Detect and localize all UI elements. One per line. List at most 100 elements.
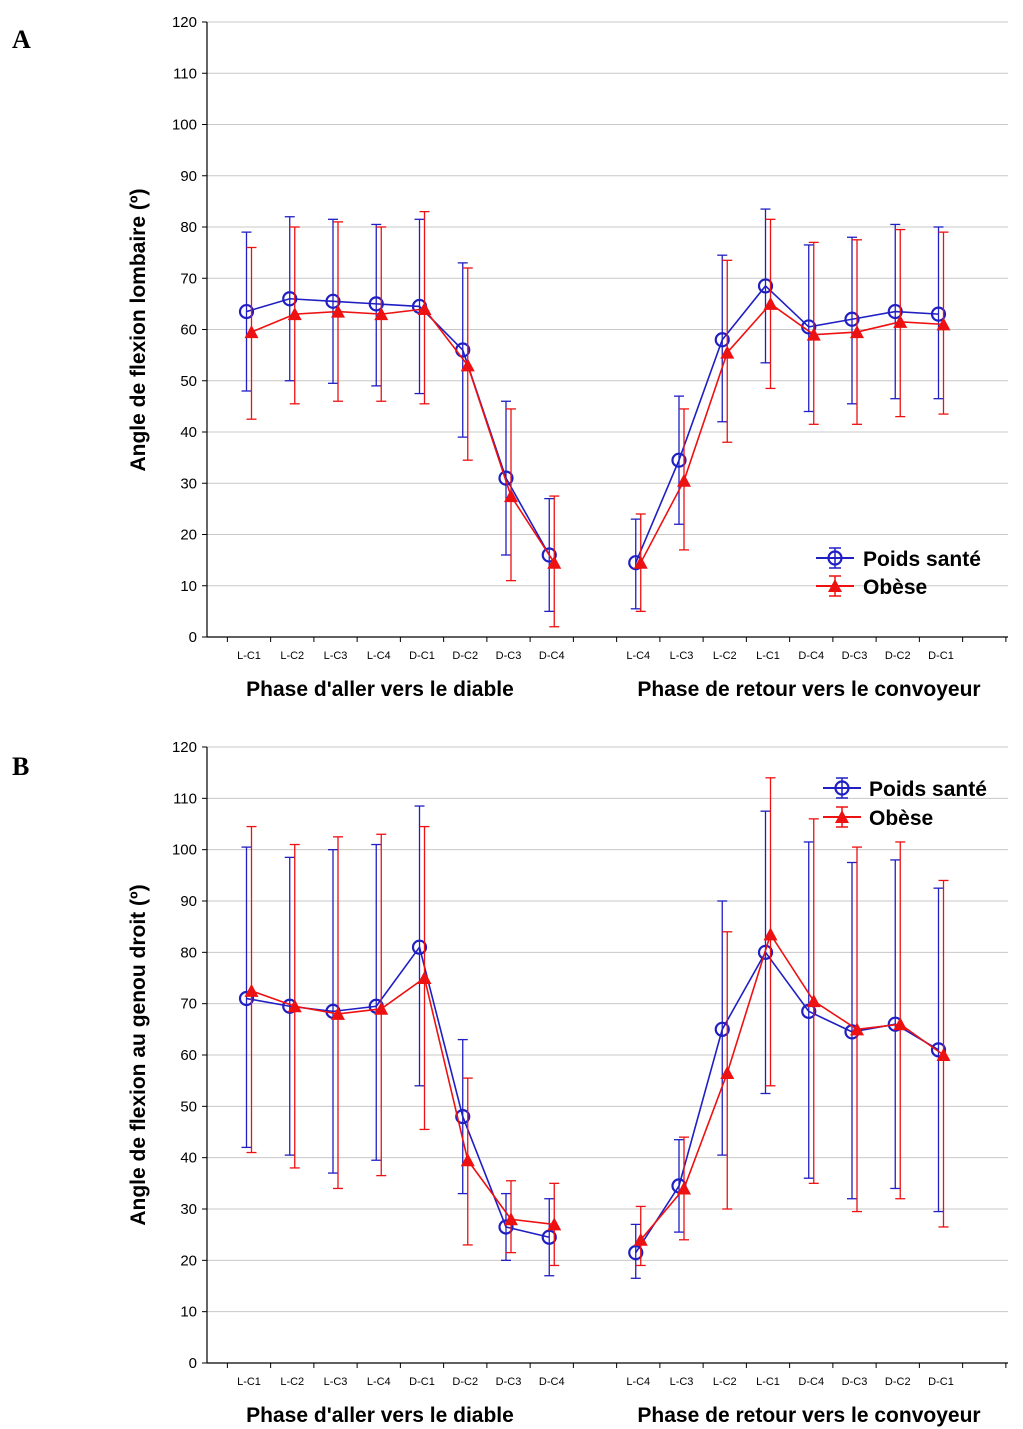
data-point (671, 452, 687, 468)
data-point (628, 1245, 644, 1261)
x-tick-label: D-C1 (928, 1376, 954, 1388)
x-tick-label: D-C3 (842, 1376, 868, 1388)
x-tick-label: D-C3 (496, 650, 522, 662)
phase-label-aller: Phase d'aller vers le diable (246, 1404, 514, 1427)
x-tick-label: L-C1 (756, 1376, 780, 1388)
x-tick-label: L-C3 (670, 650, 694, 662)
series-poids-sante (238, 208, 947, 613)
series-line (251, 308, 555, 564)
data-point (541, 547, 557, 563)
data-point (287, 307, 302, 321)
data-point (547, 1217, 562, 1231)
x-tick-label: L-C2 (280, 1376, 304, 1388)
data-point (930, 1042, 947, 1058)
x-tick-label: L-C4 (626, 1376, 650, 1388)
legend: Poids santé Obèse (823, 777, 987, 830)
data-point (541, 1229, 557, 1245)
data-point (806, 994, 821, 1008)
legend-item-poids-sante: Poids santé (823, 777, 987, 801)
y-axis-label: Angle de flexion lombaire (º) (127, 188, 150, 471)
data-point (893, 1017, 908, 1031)
y-tick-label: 90 (180, 168, 197, 185)
x-tick-label: D-C4 (798, 1376, 824, 1388)
x-tick-label: L-C1 (237, 1376, 261, 1388)
x-tick-label: L-C4 (367, 1376, 391, 1388)
data-point (325, 293, 341, 309)
data-point (238, 990, 255, 1007)
legend-item-poids-sante: Poids santé (816, 547, 981, 571)
x-tick-label: D-C1 (409, 650, 435, 662)
y-tick-label: 10 (180, 578, 197, 595)
legend: Poids santé Obèse (816, 547, 981, 599)
data-point (417, 302, 432, 315)
phase-label-retour: Phase de retour vers le convoyeur (637, 1404, 980, 1427)
y-tick-label: 50 (180, 373, 197, 390)
panel-b: B 0 10 20 30 40 50 60 70 80 90 100 110 120 L-C1 L-C2 L… (12, 739, 1008, 1427)
y-tick-label: 20 (180, 1252, 197, 1269)
series-obese (244, 210, 951, 628)
panel-letter: B (12, 752, 29, 781)
data-point (331, 1006, 345, 1020)
legend-label-obese: Obèse (863, 576, 927, 599)
data-point (287, 999, 302, 1013)
data-point (411, 939, 428, 955)
data-point (374, 1001, 389, 1015)
legend-item-obese: Obèse (816, 575, 927, 599)
series-poids-sante (238, 805, 947, 1279)
series-line (246, 297, 550, 556)
y-tick-label: 70 (180, 270, 197, 287)
data-point (844, 311, 860, 327)
data-point (763, 296, 778, 310)
data-point (455, 1108, 471, 1125)
data-point (757, 944, 774, 960)
series-line (635, 284, 939, 563)
data-point (714, 1021, 730, 1037)
y-tick-label: 60 (180, 322, 197, 339)
data-point (460, 1153, 475, 1167)
y-tick-label: 40 (180, 424, 197, 441)
x-tick-label: D-C4 (539, 650, 565, 662)
x-tick-label: L-C3 (324, 650, 348, 662)
x-tick-label: D-C3 (496, 1376, 522, 1388)
legend-label-poids-sante: Poids santé (869, 778, 987, 801)
x-tick-label: D-C3 (842, 650, 868, 662)
data-point (936, 1048, 951, 1061)
x-tick-label: D-C2 (452, 1376, 478, 1388)
x-tick-label: L-C3 (324, 1376, 348, 1388)
y-axis-label: Angle de flexion au genou droit (º) (127, 884, 150, 1225)
x-tick-label: D-C4 (798, 650, 824, 662)
legend-label-poids-sante: Poids santé (863, 548, 981, 571)
legend-label-obese: Obèse (869, 807, 933, 830)
data-point (331, 304, 345, 318)
data-point (498, 1219, 514, 1235)
data-point (460, 358, 475, 372)
data-point (282, 291, 298, 307)
series-line (640, 302, 944, 564)
y-tick-label: 110 (173, 790, 197, 807)
y-tick-label: 0 (189, 629, 197, 646)
y-tick-label: 120 (172, 739, 197, 756)
data-point (930, 306, 947, 322)
data-point (720, 1065, 735, 1079)
data-point (893, 314, 908, 328)
y-tick-label: 30 (180, 475, 197, 492)
series-line (635, 950, 939, 1254)
data-point (504, 1212, 518, 1226)
y-tick-label: 50 (180, 1098, 197, 1115)
series-obese (244, 777, 951, 1267)
data-point (417, 971, 432, 984)
data-point (714, 332, 730, 348)
y-tick-label: 90 (180, 893, 197, 910)
phase-label-retour: Phase de retour vers le convoyeur (637, 678, 980, 701)
y-tick-label: 100 (172, 842, 197, 859)
data-point (238, 303, 255, 320)
data-point (547, 555, 562, 569)
x-tick-label: L-C1 (756, 650, 780, 662)
y-tick-label: 80 (180, 219, 197, 236)
x-tick-label: D-C1 (928, 650, 954, 662)
x-tick-label: D-C2 (885, 650, 911, 662)
data-point (498, 470, 514, 486)
phase-label-aller: Phase d'aller vers le diable (246, 678, 514, 701)
x-tick-label: L-C4 (367, 650, 391, 662)
